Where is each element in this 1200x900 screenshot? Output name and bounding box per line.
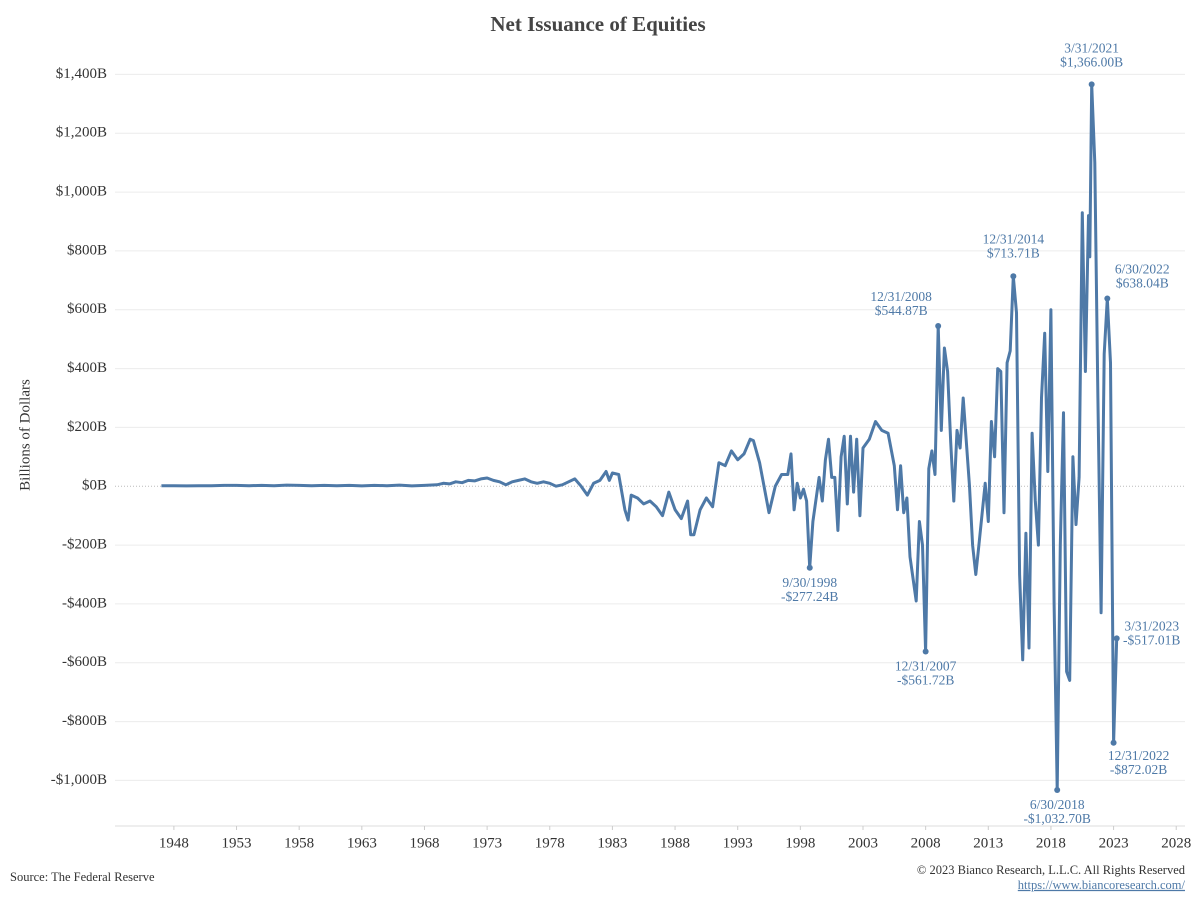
x-tick-label: 1963 xyxy=(347,835,377,851)
annotation-value: $638.04B xyxy=(1116,276,1169,291)
y-tick-label: $1,400B xyxy=(56,66,107,82)
annotation-date: 6/30/2022 xyxy=(1115,262,1170,277)
x-tick-label: 2023 xyxy=(1099,835,1129,851)
y-tick-label: $200B xyxy=(67,419,107,435)
annotation-date: 12/31/2008 xyxy=(870,289,932,304)
x-tick-label: 1978 xyxy=(535,835,565,851)
y-tick-label: -$200B xyxy=(62,537,107,553)
annotation-date: 12/31/2014 xyxy=(983,231,1045,246)
y-tick-label: $1,000B xyxy=(56,184,107,200)
annotation-value: $713.71B xyxy=(987,245,1040,260)
y-tick-label: -$1,000B xyxy=(51,772,107,788)
annotation-value: -$517.01B xyxy=(1123,632,1180,647)
y-tick-label: $400B xyxy=(67,360,107,376)
annotation-dot xyxy=(1010,273,1017,280)
annotation-date: 3/31/2023 xyxy=(1124,618,1179,633)
annotation-value: -$1,032.70B xyxy=(1023,811,1091,826)
annotation-dot xyxy=(806,564,813,571)
x-tick-label: 2018 xyxy=(1036,835,1066,851)
x-tick-label: 1968 xyxy=(409,835,439,851)
annotation-value: -$872.02B xyxy=(1110,762,1167,777)
annotation-dot xyxy=(1054,787,1061,794)
x-tick-label: 1998 xyxy=(785,835,815,851)
annotation-dot xyxy=(935,322,942,329)
copyright: © 2023 Bianco Research, L.L.C. All Right… xyxy=(917,863,1186,877)
x-tick-label: 2008 xyxy=(911,835,941,851)
y-tick-label: $600B xyxy=(67,301,107,317)
data-line xyxy=(161,82,1119,792)
x-tick-label: 2003 xyxy=(848,835,878,851)
url[interactable]: https://www.biancoresearch.com/ xyxy=(1018,878,1186,892)
x-tick-label: 2013 xyxy=(973,835,1003,851)
y-axis-label: Billions of Dollars xyxy=(17,379,33,491)
y-tick-label: $1,200B xyxy=(56,125,107,141)
x-tick-label: 2028 xyxy=(1161,835,1191,851)
x-tick-label: 1958 xyxy=(284,835,314,851)
y-tick-label: -$400B xyxy=(62,595,107,611)
url-link[interactable]: https://www.biancoresearch.com/ xyxy=(1018,878,1186,892)
annotation-dot xyxy=(922,648,929,655)
annotation-dot xyxy=(1110,739,1117,746)
annotation-date: 3/31/2021 xyxy=(1064,41,1119,56)
y-tick-label: -$800B xyxy=(62,713,107,729)
annotation-date: 9/30/1998 xyxy=(782,575,837,590)
annotation-value: -$277.24B xyxy=(781,589,838,604)
x-tick-label: 1973 xyxy=(472,835,502,851)
x-tick-label: 1953 xyxy=(222,835,252,851)
x-tick-label: 1983 xyxy=(597,835,627,851)
x-tick-label: 1948 xyxy=(159,835,189,851)
source: Source: The Federal Reserve xyxy=(10,870,155,884)
annotation-date: 12/31/2007 xyxy=(895,659,957,674)
annotation-date: 12/31/2022 xyxy=(1108,748,1170,763)
y-tick-label: $800B xyxy=(67,242,107,258)
y-tick-label: -$600B xyxy=(62,654,107,670)
x-tick-label: 1993 xyxy=(723,835,753,851)
annotation-value: $1,366.00B xyxy=(1060,55,1123,70)
annotation-dot xyxy=(1104,295,1111,302)
annotation-value: $544.87B xyxy=(875,303,928,318)
annotation-value: -$561.72B xyxy=(897,673,954,688)
x-tick-label: 1988 xyxy=(660,835,690,851)
annotation-dot xyxy=(1088,81,1095,88)
annotation-date: 6/30/2018 xyxy=(1030,797,1085,812)
y-tick-label: $0B xyxy=(82,478,107,494)
annotation-dot xyxy=(1113,635,1120,642)
chart-title: Net Issuance of Equities xyxy=(490,12,705,36)
